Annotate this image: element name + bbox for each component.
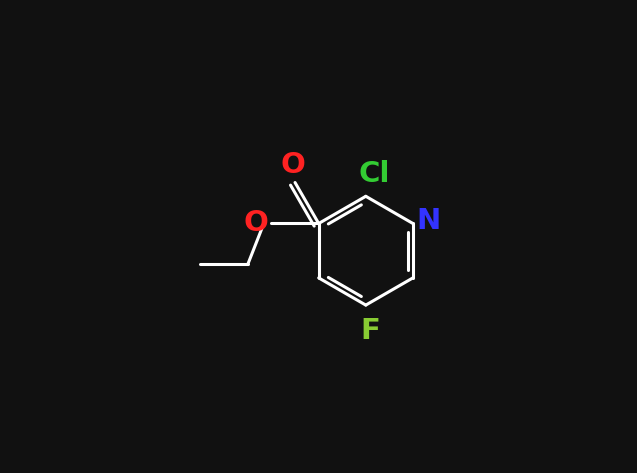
Text: O: O xyxy=(244,210,269,237)
Text: O: O xyxy=(280,150,305,178)
Text: Cl: Cl xyxy=(359,159,390,188)
Text: F: F xyxy=(361,317,380,345)
Text: N: N xyxy=(416,207,440,235)
